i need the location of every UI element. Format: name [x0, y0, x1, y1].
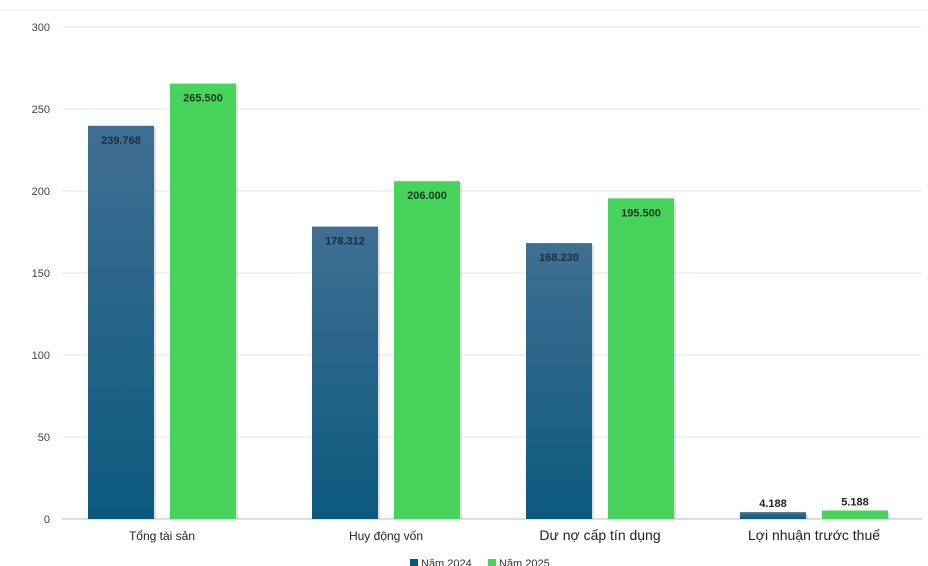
bar-shadow-nam-2024-tong-tai-san: [154, 127, 156, 519]
data-label-nam-2025-du-no-cap-tin-dung: 195.500: [621, 207, 661, 219]
y-tick-label-150: 150: [32, 268, 50, 280]
y-tick-label-300: 300: [32, 22, 50, 34]
bar-shadow-nam-2024-du-no-cap-tin-dung: [592, 245, 594, 520]
bar-shadow-nam-2024-loi-nhuan-truoc-thue: [806, 514, 808, 519]
data-label-nam-2024-loi-nhuan-truoc-thue: 4.188: [759, 498, 787, 510]
x-axis-categories: Tổng tài sản Huy động vốn Dư nợ cấp tín dụ…: [129, 527, 880, 543]
bar-shadow-nam-2025-loi-nhuan-truoc-thue: [888, 512, 890, 519]
bar-shadow-nam-2024-huy-dong-von: [378, 228, 380, 520]
x-category-label-tong-tai-san: Tổng tài sản: [129, 529, 195, 543]
data-label-nam-2024-du-no-cap-tin-dung: 168.230: [539, 252, 579, 264]
bar-nam-2025-du-no-cap-tin-dung: [608, 198, 674, 519]
data-label-nam-2025-loi-nhuan-truoc-thue: 5.188: [841, 496, 869, 508]
bars: [88, 83, 890, 520]
bar-nam-2025-loi-nhuan-truoc-thue: [822, 510, 888, 519]
legend-label-nam-2025: Năm 2025: [499, 558, 550, 566]
y-tick-label-200: 200: [32, 186, 50, 198]
data-labels: 239.768 178.312 168.230 4.188 265.500 206.000…: [101, 93, 869, 511]
bar-nam-2024-loi-nhuan-truoc-thue: [740, 512, 806, 519]
bar-shadow-nam-2025-tong-tai-san: [236, 85, 238, 519]
legend-label-nam-2024: Năm 2024: [421, 558, 472, 566]
y-tick-label-0: 0: [44, 514, 50, 526]
bar-nam-2025-tong-tai-san: [170, 83, 236, 519]
legend-swatch-nam-2025: [488, 559, 496, 566]
legend-swatch-nam-2024: [410, 559, 418, 566]
data-label-nam-2025-huy-dong-von: 206.000: [407, 190, 447, 202]
bar-nam-2024-du-no-cap-tin-dung: [526, 243, 592, 520]
y-tick-label-50: 50: [38, 432, 50, 444]
bar-nam-2025-huy-dong-von: [394, 181, 460, 519]
bar-nam-2024-huy-dong-von: [312, 226, 378, 520]
y-tick-label-100: 100: [32, 350, 50, 362]
bar-shadow-nam-2025-huy-dong-von: [460, 183, 462, 519]
bar-nam-2024-tong-tai-san: [88, 125, 154, 519]
x-category-label-du-no-cap-tin-dung: Dư nợ cấp tín dụng: [539, 527, 660, 543]
data-label-nam-2024-huy-dong-von: 178.312: [325, 236, 365, 248]
y-tick-label-250: 250: [32, 104, 50, 116]
legend: Năm 2024 Năm 2025: [410, 558, 550, 566]
x-category-label-loi-nhuan-truoc-thue: Lợi nhuận trước thuế: [748, 527, 880, 543]
data-label-nam-2025-tong-tai-san: 265.500: [183, 93, 223, 105]
bar-shadow-nam-2025-du-no-cap-tin-dung: [674, 200, 676, 519]
x-category-label-huy-dong-von: Huy động vốn: [349, 529, 423, 543]
data-label-nam-2024-tong-tai-san: 239.768: [101, 135, 141, 147]
y-axis-ticks: 0 50 100 150 200 250 300: [32, 22, 50, 526]
